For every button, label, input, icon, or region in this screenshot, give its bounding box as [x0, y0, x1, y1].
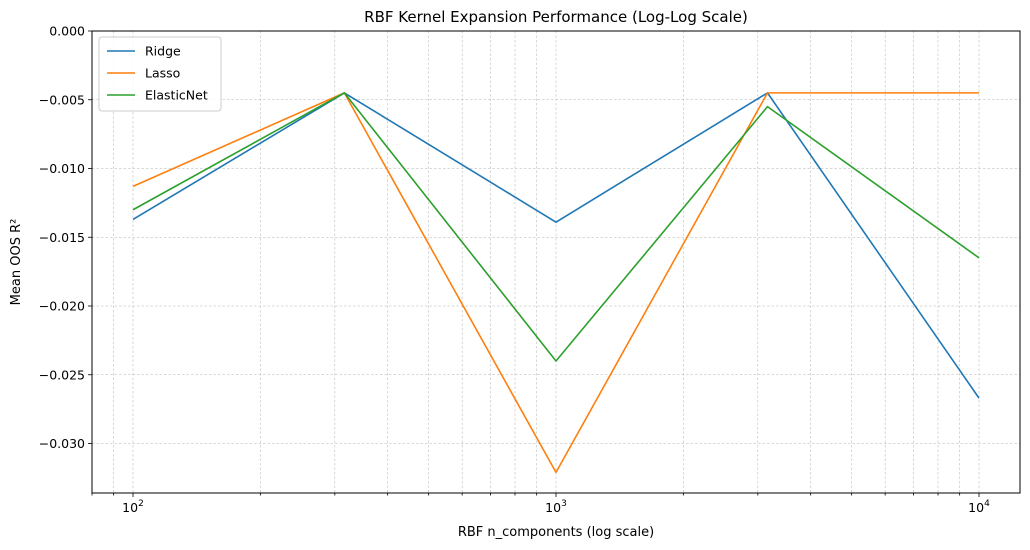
series-lines [132, 92, 980, 474]
x-tick-label: 104 [968, 499, 990, 515]
y-tick-label: −0.030 [39, 436, 85, 451]
y-tick-label: −0.005 [39, 92, 85, 107]
legend-label-lasso: Lasso [145, 66, 180, 81]
x-tick-label: 103 [545, 499, 567, 515]
x-tick-label: 102 [122, 499, 144, 515]
y-tick-label: −0.015 [39, 230, 85, 245]
legend-box [98, 36, 222, 112]
y-tick-label: −0.025 [39, 367, 85, 382]
series-line-ridge [132, 92, 980, 399]
y-tick-label: 0.000 [49, 24, 85, 39]
legend: Ridge Lasso ElasticNet [98, 36, 222, 112]
legend-label-ridge: Ridge [145, 44, 181, 59]
x-axis-label: RBF n_components (log scale) [458, 525, 654, 540]
plot-frame [91, 30, 1021, 494]
series-line-lasso [132, 92, 980, 474]
axis-ticks: 102 103 104 0.000 −0.005 −0.010 −0.015 −0.020 −0… [39, 24, 990, 516]
series-line-elasticnet [132, 92, 980, 362]
y-axis-label: Mean OOS R² [9, 219, 24, 306]
y-tick-label: −0.020 [39, 299, 85, 314]
chart-title: RBF Kernel Expansion Performance (Log-Lo… [364, 8, 748, 26]
y-tick-label: −0.010 [39, 161, 85, 176]
legend-label-elasticnet: ElasticNet [145, 88, 208, 103]
